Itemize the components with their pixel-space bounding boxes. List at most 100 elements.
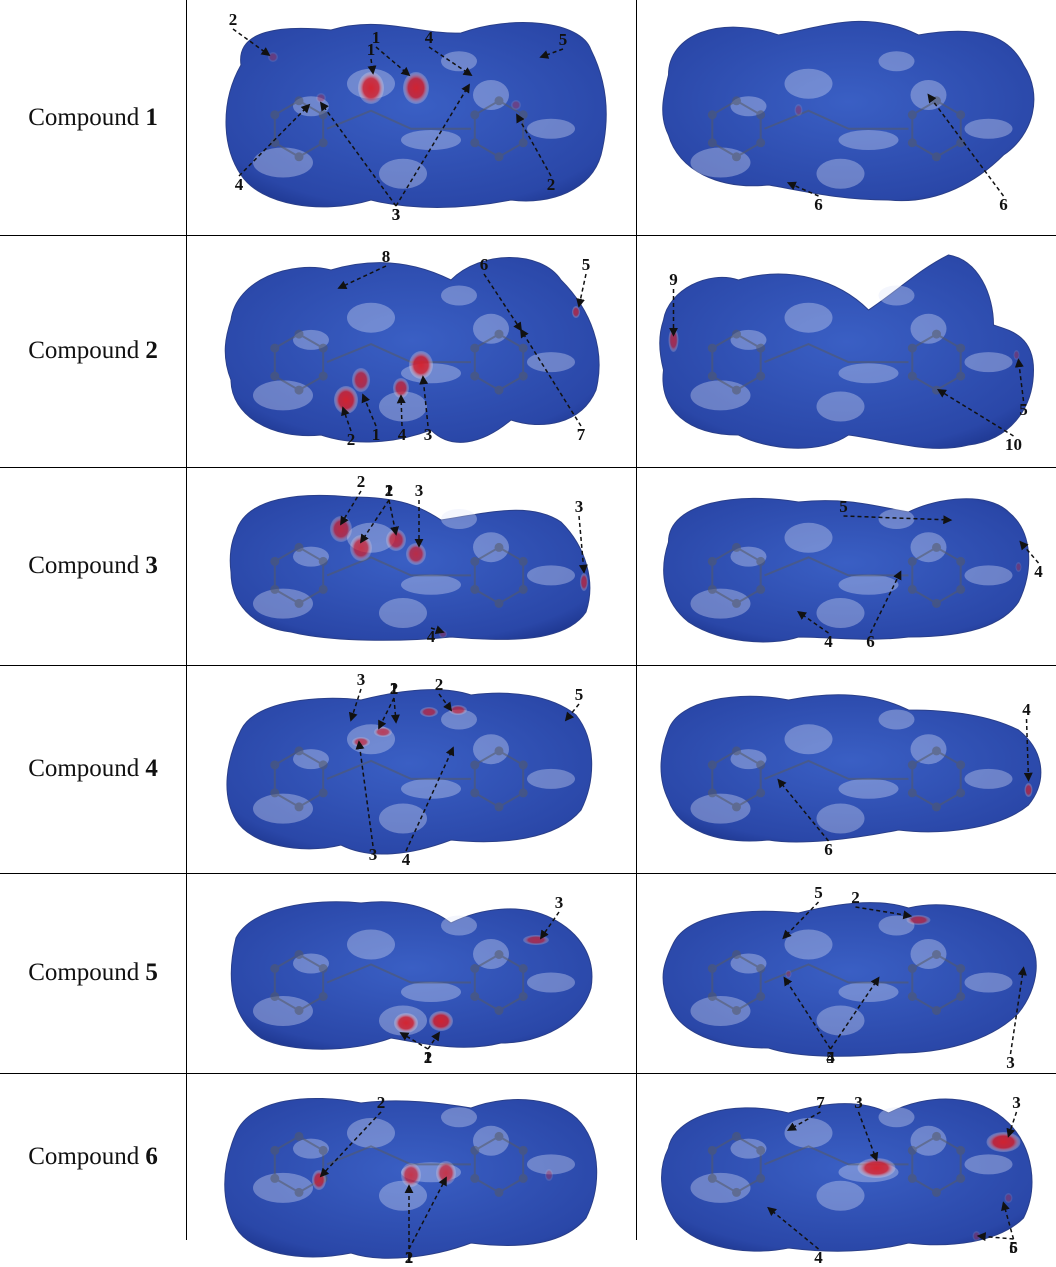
atom <box>270 110 280 120</box>
surface-white-patch <box>784 522 833 553</box>
annotation-arrow <box>783 976 832 1050</box>
atom <box>732 746 741 756</box>
surface-white-patch <box>816 803 865 834</box>
annotation-arrow <box>395 83 470 207</box>
surface-white-patch <box>379 803 427 834</box>
surface-body <box>659 254 1035 449</box>
atom <box>494 1187 504 1197</box>
surface-white-patch <box>527 565 575 586</box>
hirshfeld-surface-view: 4 4 5 6 <box>663 497 1043 651</box>
annotation-label: 3 <box>392 205 401 224</box>
atom <box>270 788 280 798</box>
compound-label: Compound 3 <box>0 467 186 665</box>
atom <box>294 329 304 339</box>
atom <box>707 964 717 973</box>
atom <box>932 802 941 812</box>
atom <box>494 152 504 162</box>
surface-white-patch <box>441 709 477 730</box>
surface-white-patch <box>690 1172 751 1203</box>
annotation-arrow <box>319 101 397 207</box>
annotation-label: 7 <box>577 425 586 444</box>
atom <box>518 343 528 353</box>
atom <box>707 371 717 381</box>
surface-white-patch <box>878 1107 915 1128</box>
atom <box>270 584 280 594</box>
annotation-label: 5 <box>575 685 584 704</box>
atom <box>956 110 966 120</box>
annotation-arrow <box>1023 718 1033 782</box>
atom <box>732 542 741 552</box>
surface-white-patch <box>964 118 1013 139</box>
hirshfeld-surface-view: 5 9 10 <box>659 254 1035 454</box>
annotation-arrow <box>388 499 399 536</box>
atom <box>756 760 766 770</box>
atom <box>294 598 304 608</box>
atom <box>956 992 966 1001</box>
right-view-panel: 4 4 5 6 <box>641 472 1056 660</box>
atom <box>470 788 480 798</box>
surface-white-patch <box>253 793 313 824</box>
atom <box>756 138 766 148</box>
annotation-label: 2 <box>405 1248 414 1267</box>
atom <box>270 1173 280 1183</box>
surface-white-patch <box>379 391 427 422</box>
atom <box>907 343 917 353</box>
atom <box>907 371 917 381</box>
annotation-label: 4 <box>235 175 244 194</box>
annotation-label: 2 <box>377 1093 386 1112</box>
close-contact-spot <box>401 1163 421 1187</box>
atom <box>932 598 941 608</box>
atom <box>956 1173 966 1183</box>
atom <box>318 964 328 973</box>
atom <box>907 788 917 798</box>
molecule-skeleton <box>707 746 966 812</box>
annotation-label: 5 <box>1019 400 1028 419</box>
surface-white-patch <box>253 380 313 411</box>
close-contact-spot <box>312 1170 326 1190</box>
atom <box>956 371 966 381</box>
surface-white-patch <box>964 565 1013 586</box>
surface-white-patch <box>401 982 461 1002</box>
surface-body <box>224 257 600 443</box>
atom <box>318 556 328 566</box>
chain-bond <box>326 556 471 577</box>
atom <box>907 760 917 770</box>
surface-white-patch <box>441 285 477 306</box>
surface-white-patch <box>838 363 899 384</box>
annotation-label: 2 <box>390 679 399 698</box>
atom <box>756 110 766 120</box>
annotation-label: 1 <box>367 40 376 59</box>
close-contact-spot <box>1013 350 1020 360</box>
surface-white-patch <box>690 793 751 824</box>
surface-white-patch <box>293 1138 329 1159</box>
close-contact-spot <box>334 386 358 414</box>
annotation-arrow <box>1006 1111 1018 1138</box>
annotation-label: 2 <box>385 481 394 500</box>
surface-white-patch <box>379 1180 427 1211</box>
hirshfeld-surface-view: 12 3 <box>230 893 593 1067</box>
atom <box>956 556 966 566</box>
surface-white-patch <box>838 130 899 150</box>
annotation-label: 1 <box>424 1048 433 1067</box>
annotation-label: 6 <box>866 632 875 651</box>
compound-label: Compound 1 <box>0 0 186 235</box>
annotation-arrow <box>516 113 552 177</box>
atom <box>707 343 717 353</box>
surface-white-patch <box>401 574 461 595</box>
close-contact-spot <box>394 1013 418 1033</box>
surface-white-patch <box>379 158 427 189</box>
atom <box>732 598 741 608</box>
close-contact-spot <box>1015 562 1022 572</box>
annotation-arrow <box>367 58 377 75</box>
surface-white-patch <box>910 532 947 563</box>
surface-white-patch <box>816 1005 865 1036</box>
surface-white-patch <box>473 532 509 563</box>
surface-white-patch <box>253 1172 313 1203</box>
annotation-label: 1 <box>372 425 381 444</box>
